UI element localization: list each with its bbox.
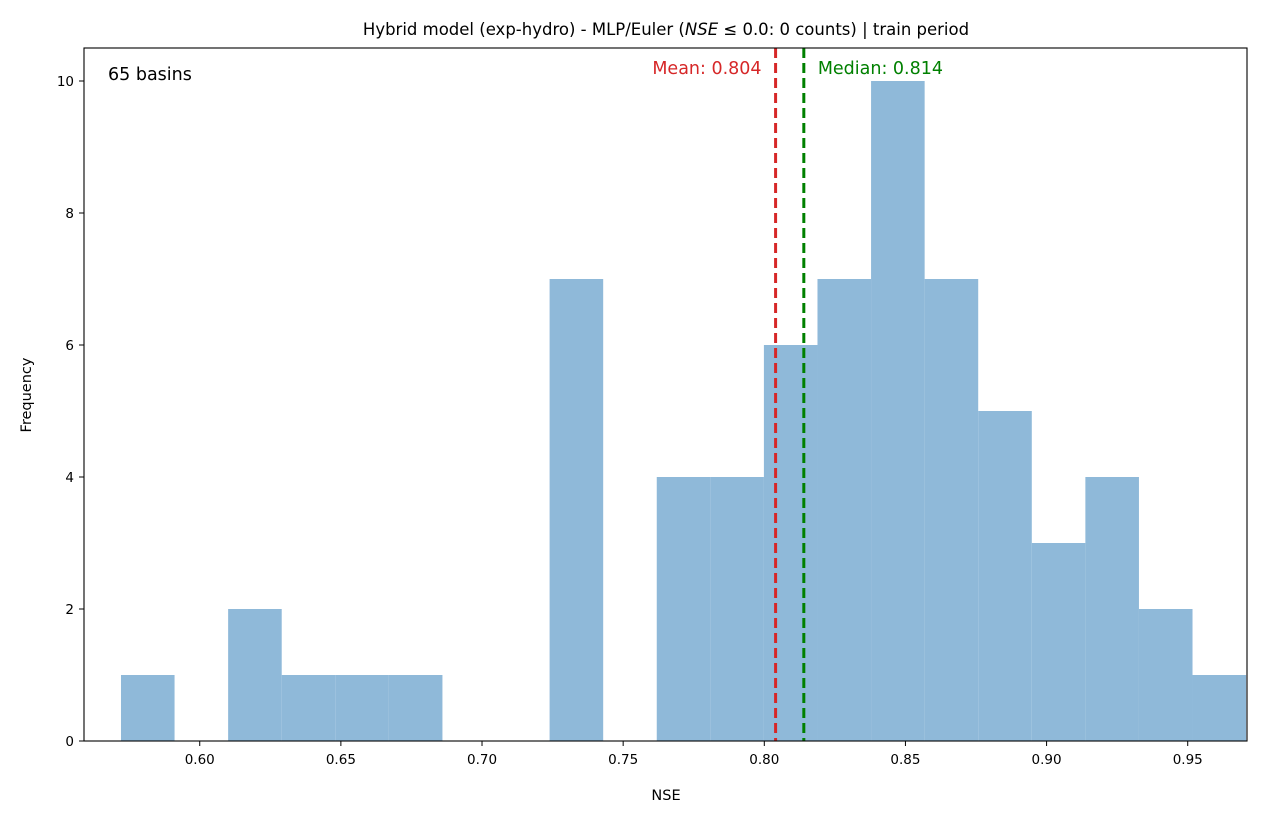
median-label: Median: 0.814 bbox=[818, 59, 943, 79]
x-tick-label: 0.65 bbox=[326, 752, 356, 768]
histogram-bar bbox=[710, 477, 764, 741]
x-axis-ticks: 0.60 0.65 0.70 0.75 0.80 0.85 0.90 0.95 bbox=[185, 741, 1203, 768]
histogram-bar bbox=[1031, 543, 1086, 741]
y-tick-label: 4 bbox=[65, 470, 74, 486]
histogram-bar bbox=[228, 609, 282, 741]
histogram-bar bbox=[549, 279, 604, 741]
basin-count-annotation: 65 basins bbox=[108, 65, 192, 85]
histogram-bar bbox=[1085, 477, 1139, 741]
histogram-bars bbox=[120, 81, 1247, 741]
reference-lines: Mean: 0.804 Median: 0.814 bbox=[652, 48, 943, 741]
histogram-bar bbox=[817, 279, 872, 741]
x-tick-label: 0.90 bbox=[1032, 752, 1062, 768]
histogram-bar bbox=[871, 81, 925, 741]
histogram-bar bbox=[656, 477, 711, 741]
histogram-bar bbox=[388, 675, 443, 741]
plot-area-frame bbox=[83, 47, 1248, 742]
y-tick-label: 2 bbox=[65, 602, 74, 618]
y-axis-ticks: 0 2 4 6 8 10 bbox=[57, 74, 84, 750]
y-tick-label: 8 bbox=[65, 206, 74, 222]
histogram-bar bbox=[978, 411, 1032, 741]
histogram-bar bbox=[924, 279, 979, 741]
x-tick-label: 0.75 bbox=[608, 752, 638, 768]
y-axis-label: Frequency bbox=[19, 357, 35, 432]
y-tick-label: 0 bbox=[65, 734, 74, 750]
x-axis-label: NSE bbox=[651, 788, 680, 804]
histogram-bar bbox=[281, 675, 336, 741]
histogram-bar bbox=[335, 675, 389, 741]
y-tick-label: 6 bbox=[65, 338, 74, 354]
histogram-bar bbox=[1138, 609, 1193, 741]
histogram-bar bbox=[763, 345, 818, 741]
y-tick-label: 10 bbox=[57, 74, 74, 90]
histogram-bar bbox=[1192, 675, 1247, 741]
x-tick-label: 0.80 bbox=[749, 752, 779, 768]
x-tick-label: 0.85 bbox=[890, 752, 920, 768]
histogram-bar bbox=[120, 675, 175, 741]
mean-label: Mean: 0.804 bbox=[652, 59, 761, 79]
x-tick-label: 0.70 bbox=[467, 752, 497, 768]
x-tick-label: 0.95 bbox=[1173, 752, 1203, 768]
x-tick-label: 0.60 bbox=[185, 752, 215, 768]
chart-title: Hybrid model (exp-hydro) - MLP/Euler (NS… bbox=[363, 20, 969, 39]
